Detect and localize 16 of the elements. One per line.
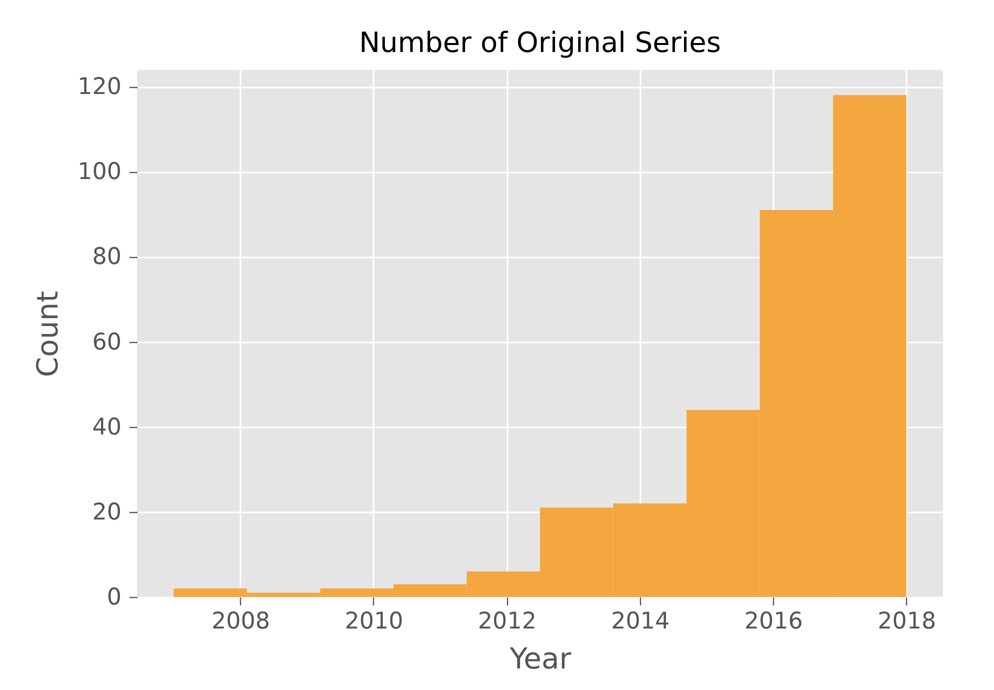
- x-tick-label: 2008: [211, 608, 270, 634]
- x-tick-label: 2010: [344, 608, 404, 634]
- x-tick-label: 2018: [878, 608, 936, 634]
- y-tick-label: 40: [92, 414, 122, 440]
- y-axis-title: Count: [30, 290, 65, 378]
- x-tick-label: 2014: [611, 608, 670, 634]
- x-tick-label: 2016: [744, 608, 803, 634]
- y-tick-label: 20: [92, 499, 122, 526]
- y-tick-label: 100: [78, 159, 122, 186]
- y-tick-label: 120: [78, 74, 122, 100]
- y-tick-label: 80: [92, 244, 122, 270]
- chart-title: Number of Original Series: [359, 26, 721, 59]
- y-tick-label: 0: [106, 584, 122, 610]
- y-tick-label: 60: [92, 329, 122, 356]
- x-tick-label: 2012: [478, 608, 536, 634]
- x-axis-title: Year: [508, 642, 572, 676]
